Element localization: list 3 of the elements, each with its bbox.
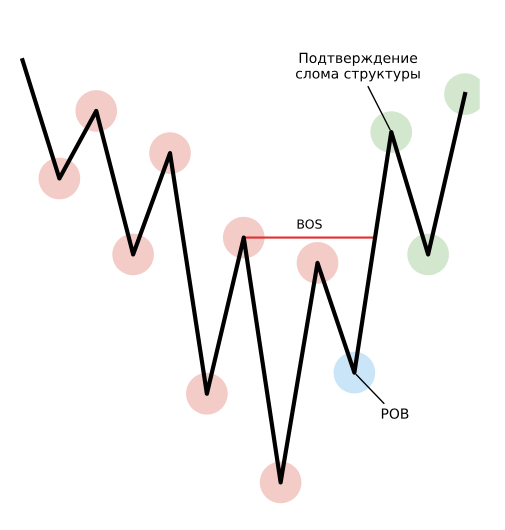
annotation: POB [382, 408, 408, 419]
ref-line-label: BOS [298, 219, 322, 229]
annotation: Подтверждение слома структуры [296, 52, 420, 82]
